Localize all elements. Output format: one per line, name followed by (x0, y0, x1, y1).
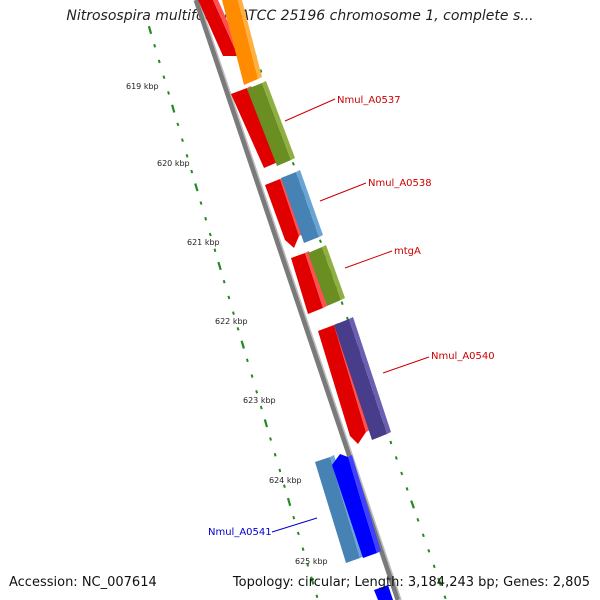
scale-tick (278, 468, 282, 473)
scale-tick (153, 43, 157, 48)
scale-tick (263, 419, 269, 428)
scale-tick (176, 122, 180, 127)
scale-tick (217, 261, 222, 271)
scale-tick (273, 452, 277, 457)
scale-tick (167, 91, 170, 95)
scale-tick (236, 327, 240, 331)
scale-label-619: 619 kbp (126, 82, 159, 91)
scale-label-624: 624 kbp (269, 476, 302, 485)
gene-steelblue-1[interactable] (281, 170, 323, 243)
leader-line-nmul-a0537 (284, 98, 336, 122)
map-title: Nitrosospira multiformis ATCC 25196 chro… (66, 8, 534, 24)
scale-ticks (147, 25, 447, 600)
scale-tick (296, 531, 300, 536)
scale-tick (227, 295, 231, 300)
gene-blue-1[interactable] (332, 454, 381, 558)
scale-tick (213, 248, 217, 253)
gene-olive-1[interactable] (247, 81, 295, 166)
scale-tick (157, 59, 161, 64)
scale-tick (171, 104, 176, 113)
scale-tick (259, 405, 263, 410)
gene-olive-2[interactable] (308, 245, 345, 306)
scale-tick (232, 311, 235, 315)
chromosome-backbone-highlight (198, 0, 402, 600)
scale-tick (437, 577, 442, 586)
scale-label-622: 622 kbp (215, 317, 248, 326)
scale-tick (250, 374, 254, 378)
scale-tick (410, 500, 415, 509)
scale-label-623: 623 kbp (243, 396, 276, 405)
scale-tick (292, 515, 296, 520)
scale-tick (400, 471, 404, 476)
leader-line-nmul-a0541 (271, 517, 318, 533)
scale-tick (310, 576, 315, 585)
scale-tick (432, 564, 436, 569)
accession-label: Accession: NC_007614 (9, 575, 157, 590)
scale-tick (443, 595, 447, 600)
scale-tick (181, 138, 184, 142)
leader-line-nmul-a0540 (382, 356, 430, 374)
scale-tick (147, 25, 153, 35)
scale-tick (162, 75, 166, 79)
scale-tick (405, 487, 409, 491)
gene-label-nmul-a0541[interactable]: Nmul_A0541 (208, 527, 272, 538)
scale-tick (259, 69, 263, 73)
scale-tick (315, 594, 319, 599)
scale-tick (318, 239, 322, 244)
genome-summary-label: Topology: circular; Length: 3,184,243 bp… (232, 575, 590, 590)
scale-tick (255, 390, 259, 394)
scale-label-625: 625 kbp (295, 557, 328, 566)
scale-tick (416, 517, 420, 522)
scale-tick (204, 216, 208, 221)
scale-tick (245, 358, 249, 363)
scale-tick (283, 484, 286, 488)
scale-tick (208, 232, 212, 237)
scale-label-620: 620 kbp (157, 159, 190, 168)
leader-line-nmul-a0538 (319, 182, 367, 202)
gene-red-4[interactable] (291, 251, 327, 314)
scale-tick (190, 169, 194, 174)
scale-tick (240, 340, 245, 349)
scale-tick (286, 497, 292, 507)
gene-label-mtga[interactable]: mtgA (394, 246, 421, 257)
scale-label-621: 621 kbp (187, 238, 220, 247)
gene-purple[interactable] (334, 317, 391, 440)
gene-label-nmul-a0540[interactable]: Nmul_A0540 (431, 351, 495, 362)
scale-tick (301, 547, 305, 551)
scale-tick (340, 301, 344, 306)
scale-tick (185, 154, 189, 158)
leader-line-mtga (344, 250, 393, 269)
scale-tick (394, 456, 398, 460)
scale-tick (269, 437, 272, 441)
gene-label-nmul-a0537[interactable]: Nmul_A0537 (337, 95, 401, 106)
scale-tick (427, 548, 431, 553)
scale-tick (199, 201, 203, 205)
scale-tick (306, 563, 310, 567)
gene-blue-2[interactable] (374, 585, 393, 600)
gene-label-nmul-a0538[interactable]: Nmul_A0538 (368, 178, 432, 189)
scale-tick (389, 440, 393, 445)
scale-tick (194, 183, 199, 192)
scale-tick (222, 279, 226, 284)
gene-orange[interactable] (222, 0, 262, 85)
scale-tick (291, 161, 295, 166)
scale-tick (421, 533, 425, 538)
